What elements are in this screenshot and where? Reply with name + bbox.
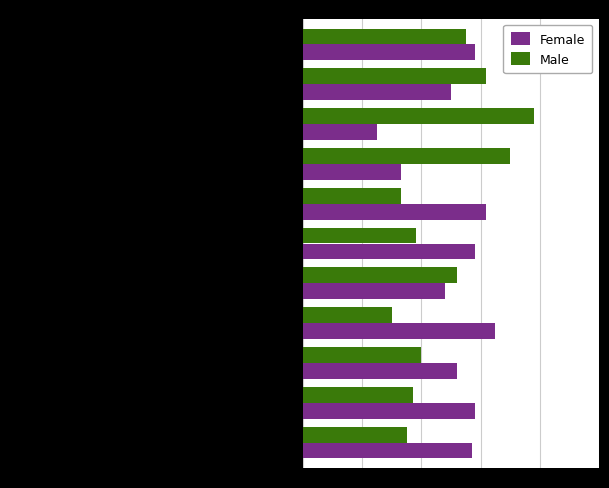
Legend: Female, Male: Female, Male xyxy=(503,26,593,74)
Bar xyxy=(303,403,474,419)
Bar xyxy=(303,188,401,204)
Bar xyxy=(303,268,457,284)
Bar xyxy=(303,427,407,443)
Bar xyxy=(303,443,471,459)
Bar xyxy=(303,363,457,379)
Bar xyxy=(303,29,466,45)
Bar xyxy=(303,109,533,125)
Bar xyxy=(303,347,421,363)
Bar xyxy=(303,69,487,85)
Bar xyxy=(303,307,392,324)
Bar xyxy=(303,149,510,164)
Bar xyxy=(303,284,445,300)
Bar xyxy=(303,125,377,141)
Bar xyxy=(303,324,495,339)
Bar xyxy=(303,85,451,101)
Bar xyxy=(303,228,415,244)
Bar xyxy=(303,204,487,220)
Bar xyxy=(303,45,474,61)
Bar xyxy=(303,164,401,181)
Bar xyxy=(303,244,474,260)
Bar xyxy=(303,387,412,403)
